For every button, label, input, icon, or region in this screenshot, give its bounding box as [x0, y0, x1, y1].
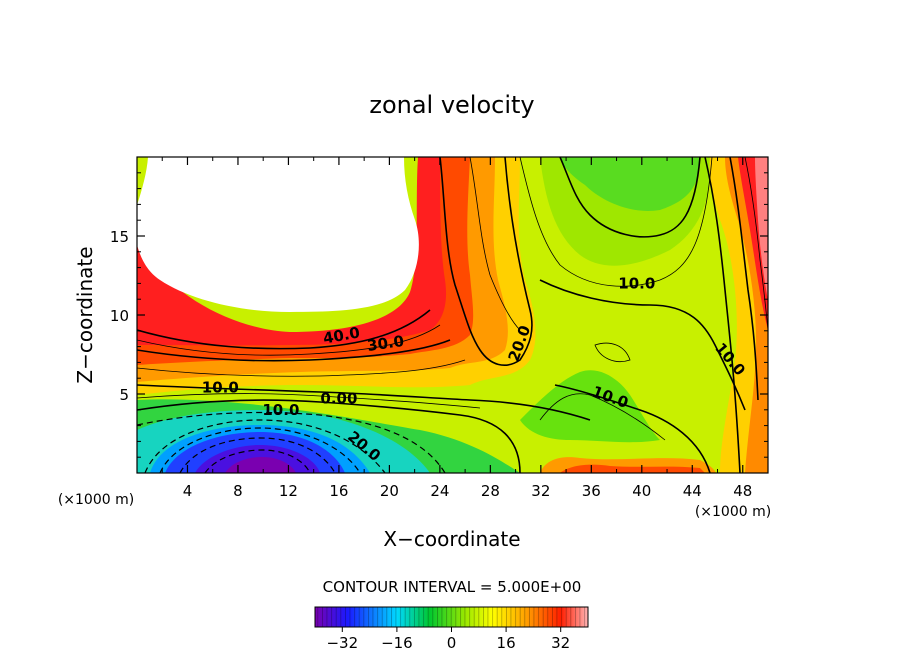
- colorbar-bins: [315, 607, 588, 627]
- contour-right-3: [744, 157, 768, 331]
- x-tick-label: 32: [531, 482, 550, 500]
- field-green-top-halo: [540, 157, 711, 266]
- y-axis-label: Z−coordinate: [73, 246, 97, 383]
- contour-20: [439, 157, 533, 366]
- contour-5-top: [519, 157, 713, 287]
- contour-5-loop: [594, 342, 631, 362]
- contour-30: [137, 339, 451, 362]
- x-tick-label: 16: [329, 482, 348, 500]
- x-tick-label: 20: [380, 482, 399, 500]
- contour-10-left: [137, 384, 591, 421]
- x-axis: 4 8 12 16 20 24 28 32 36 40 44 48: [161, 157, 752, 500]
- chart-title: zonal velocity: [369, 91, 534, 119]
- colorbar-tick-label: 16: [497, 634, 516, 652]
- x-tick-label: 8: [233, 482, 243, 500]
- contour-label: 0.00: [320, 390, 357, 408]
- contour-label-text: 10.0: [618, 274, 655, 292]
- colorbar-tick-label: −16: [381, 634, 413, 652]
- field-green-center: [520, 370, 660, 443]
- colorbar-tick-label: −32: [326, 634, 358, 652]
- contour-40: [137, 309, 431, 350]
- contour-interval: CONTOUR INTERVAL = 5.000E+00: [323, 578, 582, 596]
- y-tick-label: 15: [110, 228, 129, 246]
- contour-0: [137, 399, 521, 473]
- y-tick-label: 10: [110, 307, 129, 325]
- x-tick-label: 48: [733, 482, 752, 500]
- x-unit-left: (×1000 m): [58, 492, 134, 508]
- contour-label: 10.0: [262, 401, 299, 419]
- contour-lines-solid: [137, 157, 759, 473]
- x-tick-label: 4: [183, 482, 193, 500]
- colorbar-tick-label: 0: [447, 634, 457, 652]
- x-axis-label: X−coordinate: [383, 527, 520, 551]
- contour-field: 40.0 30.0 20.010.010.010.00.00 10.010.020.0: [137, 157, 768, 473]
- y-axis: 5 10 15: [110, 172, 768, 458]
- contour-10-lower: [554, 384, 711, 473]
- contour-neg-25: [204, 449, 311, 473]
- field-bottom-red: [560, 464, 705, 473]
- x-tick-label: 44: [683, 482, 702, 500]
- colorbar-ticks: −32 −16 0 16 32: [326, 627, 570, 652]
- contour-label-text: 10.0: [262, 401, 299, 419]
- contour-35: [137, 324, 441, 356]
- x-tick-label: 36: [582, 482, 601, 500]
- contour-label: 10.0: [202, 379, 239, 397]
- masked-region: [137, 157, 419, 312]
- contour-neg-5: [137, 411, 446, 473]
- x-tick-label: 24: [430, 482, 449, 500]
- contour-label-text: 0.00: [320, 390, 357, 408]
- contour-label: 10.0: [618, 274, 655, 292]
- contour-label: 30.0: [366, 332, 405, 355]
- contour-5-left: [137, 393, 481, 409]
- contour-10-right: [539, 279, 746, 411]
- contour-neg-15: [159, 427, 361, 473]
- contour-25: [137, 359, 466, 377]
- contour-right-1: [704, 157, 741, 473]
- contour-neg-10: [144, 419, 386, 473]
- field-violet: [225, 457, 296, 473]
- y-tick-label: 5: [119, 386, 129, 404]
- field-right-pink: [755, 157, 768, 300]
- contour-5-center: [539, 393, 666, 441]
- contour-lines-thin: [137, 157, 768, 441]
- contour-15: [469, 157, 521, 331]
- contour-label-text: 30.0: [366, 332, 405, 355]
- x-tick-label: 12: [279, 482, 298, 500]
- contour-label-text: 10.0: [202, 379, 239, 397]
- x-tick-label: 28: [481, 482, 500, 500]
- contour-right-2: [729, 157, 759, 401]
- x-unit-right: (×1000 m): [695, 504, 771, 520]
- colorbar: −32 −16 0 16 32: [314, 606, 589, 652]
- contour-neg-20: [179, 437, 336, 473]
- field-deep-red-band: [137, 157, 447, 346]
- colorbar-tick-label: 32: [551, 634, 570, 652]
- contour-lines-negative: [137, 411, 446, 473]
- contour-10-top: [559, 157, 701, 238]
- x-tick-label: 40: [632, 482, 651, 500]
